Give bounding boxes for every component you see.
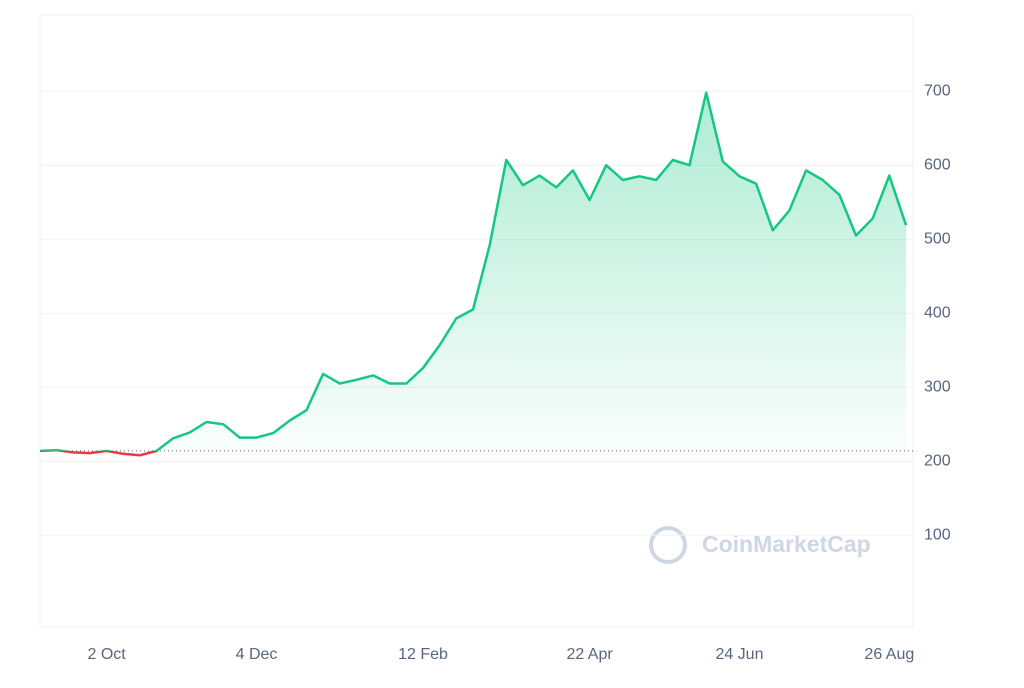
y-tick-label: 700 (924, 82, 951, 99)
price-line (39, 91, 908, 451)
plot-frame (39, 14, 914, 628)
y-tick-label: 600 (924, 156, 951, 173)
x-tick-label: 24 Jun (715, 646, 763, 663)
y-tick-label: 400 (924, 304, 951, 321)
y-tick-label: 300 (924, 378, 951, 395)
area (40, 92, 906, 451)
x-tick-label: 4 Dec (236, 646, 278, 663)
x-tick-label: 2 Oct (87, 646, 126, 663)
y-tick-label: 100 (924, 526, 951, 543)
watermark-logo (649, 526, 687, 564)
x-tick-label: 26 Aug (864, 646, 914, 663)
x-tick-label: 12 Feb (398, 646, 448, 663)
watermark: CoinMarketCap (649, 526, 871, 564)
x-tick-label: 22 Apr (566, 646, 613, 663)
y-tick-label: 200 (924, 452, 951, 469)
y-tick-label: 500 (924, 230, 951, 247)
